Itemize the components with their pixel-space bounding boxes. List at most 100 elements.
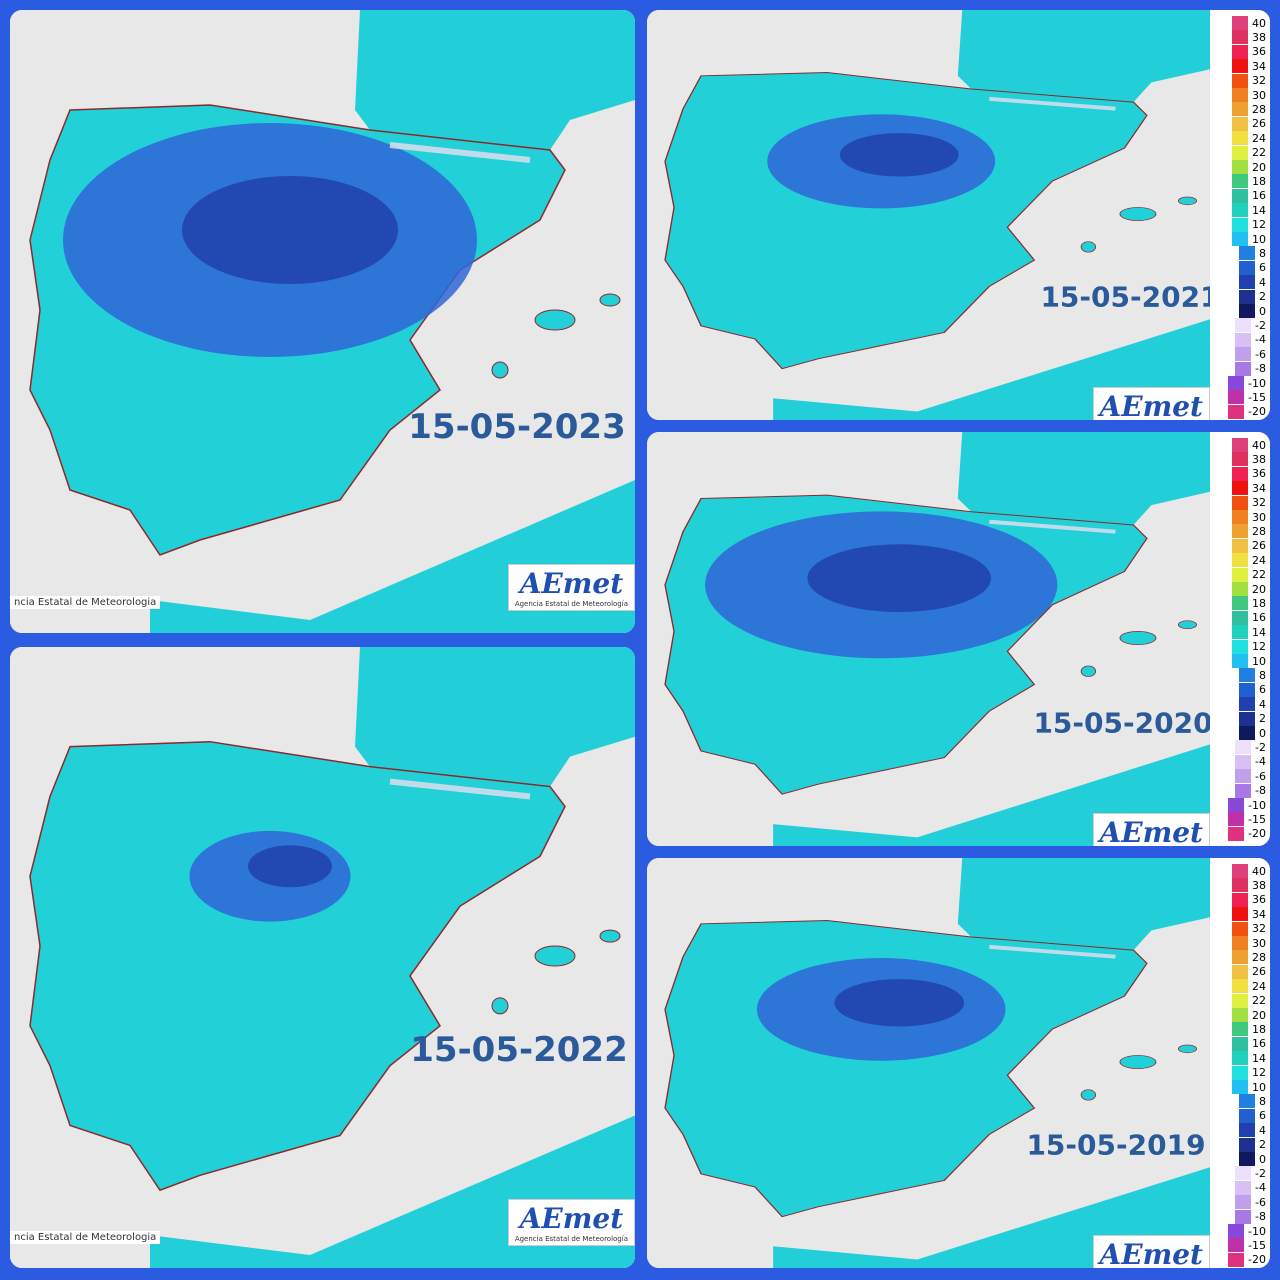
legend-swatch (1232, 1022, 1248, 1037)
legend-entry: 8 (1239, 246, 1266, 261)
legend-swatch (1239, 289, 1255, 304)
legend-swatch (1232, 892, 1248, 907)
legend-entry: -6 (1235, 347, 1266, 362)
footer-text: ncia Estatal de Meteorologia (10, 596, 161, 609)
logo: AEmet (1092, 387, 1210, 420)
legend-swatch (1239, 711, 1255, 726)
legend-label: -8 (1255, 784, 1266, 798)
map (10, 10, 635, 633)
legend-entry: 28 (1232, 524, 1266, 539)
legend-swatch (1232, 481, 1248, 496)
legend-entry: 26 (1232, 116, 1266, 131)
legend-swatch (1239, 1108, 1255, 1123)
legend-label: 10 (1252, 654, 1266, 668)
legend-label: 6 (1259, 683, 1266, 697)
legend-entry: 10 (1232, 232, 1266, 246)
legend-label: 4 (1259, 697, 1266, 711)
map (647, 858, 1210, 1268)
map (647, 432, 1210, 846)
logo: AEmet Agencia Estatal de Meteorología (507, 1199, 635, 1246)
legend-label: -8 (1255, 362, 1266, 376)
legend-entry: -15 (1228, 812, 1266, 827)
island (1178, 1044, 1197, 1054)
legend-entry: 26 (1232, 964, 1266, 979)
legend-entry: 10 (1232, 1080, 1266, 1094)
legend-swatch (1235, 783, 1252, 798)
legend-entry: 20 (1232, 160, 1266, 174)
logo: AEmet (1092, 813, 1210, 846)
legend-label: 24 (1252, 553, 1266, 567)
legend-label: 12 (1252, 218, 1266, 232)
legend-label: -10 (1248, 798, 1266, 812)
legend-entry: -8 (1235, 1209, 1266, 1224)
legend-label: -6 (1255, 769, 1266, 783)
legend-label: 16 (1252, 611, 1266, 625)
legend-entry: 0 (1239, 304, 1266, 318)
legend-entry: 40 (1232, 438, 1266, 452)
legend-swatch (1232, 1080, 1248, 1094)
legend-entry: 30 (1232, 88, 1266, 102)
legend-swatch (1228, 1238, 1245, 1253)
legend-swatch (1232, 59, 1248, 74)
legend-swatch (1228, 812, 1245, 827)
legend-label: 0 (1259, 1152, 1266, 1166)
logo-text: AEmet (519, 1202, 624, 1235)
legend-label: 4 (1259, 1123, 1266, 1137)
legend-label: -20 (1248, 1253, 1266, 1267)
legend-swatch (1228, 1224, 1245, 1238)
legend-entry: 14 (1232, 1051, 1266, 1066)
legend-label: 14 (1252, 625, 1266, 639)
legend-swatch (1232, 921, 1248, 936)
legend-swatch (1228, 798, 1245, 812)
legend-entry: 0 (1239, 1152, 1266, 1166)
legend-entry: 24 (1232, 553, 1266, 568)
legend-swatch (1235, 1180, 1252, 1195)
legend-swatch (1235, 332, 1252, 347)
legend-swatch (1235, 1166, 1252, 1181)
legend-label: 32 (1252, 74, 1266, 88)
legend-entry: -2 (1235, 740, 1266, 755)
legend-label: 40 (1252, 16, 1266, 30)
legend-swatch (1232, 30, 1248, 45)
legend-label: -4 (1255, 755, 1266, 769)
legend-label: -4 (1255, 333, 1266, 347)
legend-swatch (1239, 1152, 1255, 1166)
legend-label: 24 (1252, 131, 1266, 145)
cold-core (248, 845, 332, 888)
island (534, 309, 576, 331)
legend-swatch (1232, 993, 1248, 1008)
legend-entry: 38 (1232, 878, 1266, 893)
legend-entry: 2 (1239, 711, 1266, 726)
legend-entry: 12 (1232, 639, 1266, 654)
pyrenees (989, 519, 1116, 534)
legend-entry: 16 (1232, 610, 1266, 625)
legend-entry: -20 (1228, 404, 1266, 419)
france (957, 432, 1210, 526)
legend-swatch (1232, 936, 1248, 950)
legend-label: -15 (1248, 812, 1266, 826)
legend-label: 28 (1252, 524, 1266, 538)
legend-entry: 24 (1232, 979, 1266, 994)
legend-label: 26 (1252, 539, 1266, 553)
legend-swatch (1232, 160, 1248, 174)
legend-entry: 28 (1232, 102, 1266, 117)
legend-label: -15 (1248, 390, 1266, 404)
legend-swatch (1232, 878, 1248, 893)
legend-label: -4 (1255, 1181, 1266, 1195)
legend-label: 32 (1252, 922, 1266, 936)
legend-swatch (1228, 376, 1245, 390)
logo-text: AEmet (519, 567, 624, 600)
legend-entry: 2 (1239, 1137, 1266, 1152)
legend-entry: 14 (1232, 625, 1266, 640)
legend-label: -2 (1255, 740, 1266, 754)
legend-entry: 40 (1232, 16, 1266, 30)
legend-swatch (1235, 1209, 1252, 1224)
legend-label: -10 (1248, 376, 1266, 390)
legend-swatch (1235, 754, 1252, 769)
legend-label: 0 (1259, 304, 1266, 318)
map (10, 647, 635, 1268)
logo-subtitle: Agencia Estatal de Meteorología (514, 600, 628, 608)
legend-label: 16 (1252, 189, 1266, 203)
legend-entry: 30 (1232, 510, 1266, 524)
